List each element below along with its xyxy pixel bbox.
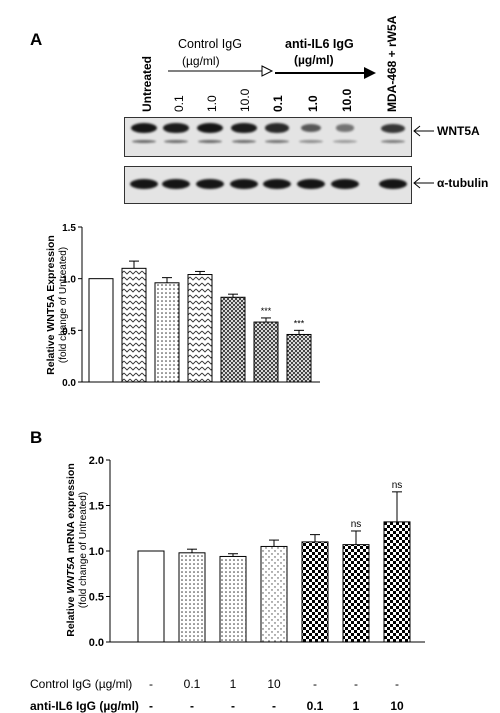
anti-row-cell: 10 [390, 699, 404, 713]
wnt5a-band [300, 124, 322, 132]
control-row-cell: - [149, 677, 153, 691]
panel-a-letter: A [30, 30, 43, 49]
bar [342, 544, 370, 643]
y-axis-label: Relative WNT5A mRNA expression [65, 463, 77, 637]
control-row-cell: - [395, 677, 399, 691]
bar [137, 550, 165, 643]
lane-label-anti-1-0: 1.0 [306, 95, 320, 112]
bar [260, 545, 288, 643]
chart-a: 0.0 0.5 1.0 1.5 *** *** Relative WNT5A Express… [45, 223, 320, 389]
row-label-control: Control IgG (µg/ml) [30, 677, 133, 691]
wnt5a-lower-band [381, 140, 405, 143]
lane-label-anti-10-0: 10.0 [340, 88, 354, 112]
y-tick-label: 0.5 [89, 592, 104, 604]
y-axis-sublabel: (fold change of Untreated) [58, 247, 69, 363]
bar [178, 552, 206, 643]
y-axis-label: Relative WNT5A Expression [45, 235, 57, 375]
significance-label: *** [261, 306, 272, 316]
wnt5a-band [381, 123, 405, 133]
y-tick-label: 0.0 [62, 378, 76, 389]
bar [301, 541, 329, 643]
anti-row-cell: - [149, 699, 153, 713]
anti-il6-unit: (µg/ml) [294, 53, 334, 67]
y-tick-label: 0.0 [89, 637, 104, 649]
control-row-cell: - [313, 677, 317, 691]
control-igg-header: Control IgG [178, 37, 242, 51]
tubulin-band [297, 179, 325, 189]
bar [219, 555, 247, 643]
wnt5a-lower-band [265, 140, 289, 143]
lane-label-control-0-1: 0.1 [172, 95, 186, 112]
control-igg-unit: (µg/ml) [182, 54, 220, 68]
y-tick-label: 1.0 [89, 546, 104, 558]
significance-label: *** [294, 318, 305, 328]
wnt5a-band [264, 123, 290, 133]
control-arrow-head [261, 65, 274, 77]
y-tick-label: 1.5 [89, 501, 104, 513]
wnt5a-lower-band [198, 140, 222, 143]
control-row-cell: 0.1 [183, 677, 201, 691]
bar [121, 267, 147, 383]
tubulin-band [162, 179, 190, 189]
panel-b-letter: B [30, 428, 43, 447]
wnt5a-lower-band [232, 140, 256, 143]
chart-b: 0.0 0.5 1.0 1.5 2.0 ns ns Relative WNT5A mRNA e… [65, 455, 425, 649]
bar [286, 333, 312, 383]
wnt5a-lower-band [132, 140, 156, 143]
wnt5a-lower-band [299, 140, 323, 143]
y-tick-label: 1.0 [62, 275, 76, 286]
y-tick-label: 1.5 [62, 223, 76, 234]
y-tick-label: 2.0 [89, 455, 104, 467]
significance-label: ns [351, 519, 362, 530]
tubulin-band [196, 179, 224, 189]
y-axis-sublabel: (fold change of Untreated) [78, 492, 89, 608]
bar [88, 278, 114, 383]
blot-label-arrows [413, 125, 434, 189]
tubulin-band [379, 179, 407, 189]
wnt5a-band [163, 123, 189, 133]
wnt5a-band [131, 123, 157, 133]
tubulin-band [230, 179, 258, 189]
bar [253, 321, 279, 383]
y-tick-label: 0.5 [62, 326, 76, 337]
header-arrows [168, 65, 376, 79]
row-label-anti: anti-IL6 IgG (µg/ml) [30, 699, 139, 713]
bar [187, 274, 213, 383]
tubulin-band [263, 179, 291, 189]
wnt5a-band [231, 123, 257, 133]
bar [220, 296, 246, 383]
anti-arrow-head [364, 67, 376, 79]
lane-label-control-10-0: 10.0 [238, 88, 252, 112]
wnt5a-band [336, 124, 354, 132]
lane-label-control-1-0: 1.0 [205, 95, 219, 112]
lane-label-anti-0-1: 0.1 [271, 95, 285, 112]
tubulin-band [130, 179, 158, 189]
anti-row-cell: 1 [352, 699, 360, 713]
bar [383, 521, 411, 643]
control-row-cell: - [354, 677, 358, 691]
wnt5a-lower-band [333, 140, 357, 143]
tubulin-blot-label: α-tubulin [437, 176, 489, 190]
bar [154, 282, 180, 383]
control-row-cell: 1 [229, 677, 237, 691]
tubulin-band [331, 179, 359, 189]
anti-row-cell: - [272, 699, 276, 713]
anti-row-cell: - [190, 699, 194, 713]
wnt5a-lower-band [164, 140, 188, 143]
anti-row-cell: - [231, 699, 235, 713]
significance-label: ns [392, 480, 403, 491]
wnt5a-blot-label: WNT5A [437, 124, 480, 138]
anti-row-cell: 0.1 [306, 699, 324, 713]
control-row-cell: 10 [267, 677, 281, 691]
wnt5a-band [197, 123, 223, 133]
anti-il6-header: anti-IL6 IgG [285, 37, 354, 51]
